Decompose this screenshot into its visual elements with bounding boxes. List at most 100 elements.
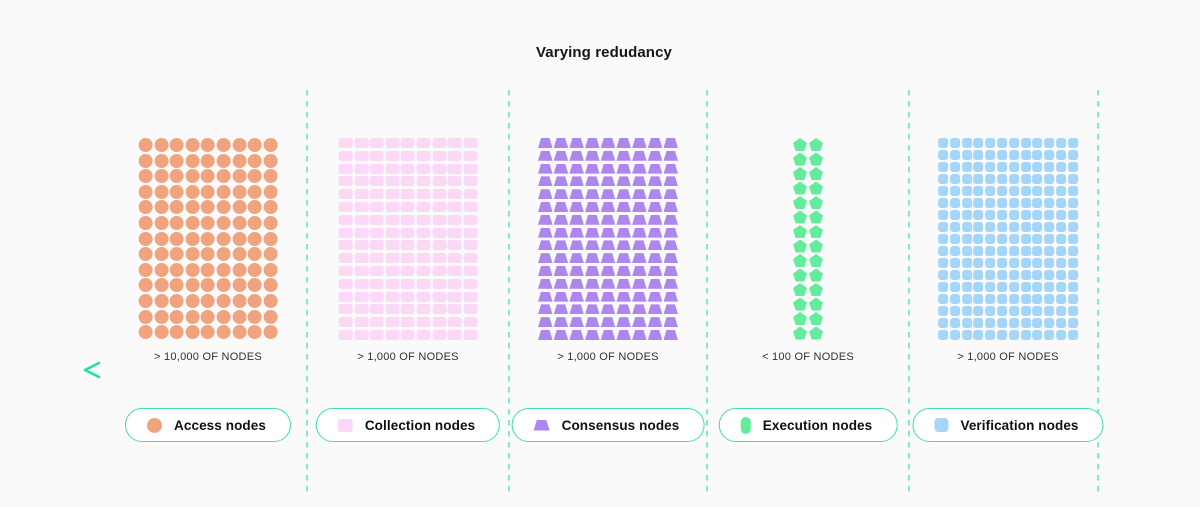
consensus-node [632, 304, 647, 315]
access-node [201, 293, 215, 308]
verification-node [938, 234, 949, 244]
access-node [247, 262, 262, 277]
node-grid [538, 138, 678, 340]
consensus-node [553, 163, 569, 174]
collection-node [385, 304, 400, 315]
verification-node [949, 234, 960, 244]
collection-node [338, 227, 353, 238]
consensus-node [647, 278, 663, 289]
collection-node [354, 291, 369, 302]
consensus-node [569, 329, 584, 340]
access-node [201, 215, 215, 230]
verification-node [961, 198, 972, 208]
consensus-node [585, 329, 600, 340]
consensus-node [663, 278, 678, 289]
access-node [263, 247, 278, 262]
verification-node [1056, 294, 1067, 304]
verification-node [1056, 318, 1067, 328]
consensus-node [600, 317, 616, 328]
verification-node [1008, 198, 1019, 208]
legend-pill: Consensus nodes [511, 408, 705, 442]
verification-node [1020, 150, 1031, 160]
consensus-node [632, 150, 647, 161]
access-node [247, 215, 262, 230]
collection-node [385, 278, 400, 289]
collection-node [463, 265, 478, 276]
verification-node [997, 138, 1008, 148]
access-node [138, 247, 153, 262]
access-node [216, 262, 231, 277]
consensus-node [663, 304, 678, 315]
execution-node [793, 181, 807, 195]
verification-node [997, 246, 1008, 256]
consensus-node [647, 201, 663, 212]
collection-node [432, 291, 447, 302]
verification-node [985, 306, 996, 316]
collection-node [463, 291, 478, 302]
collection-node [447, 227, 462, 238]
access-node [201, 200, 215, 215]
collection-node [354, 240, 369, 251]
execution-node [809, 312, 823, 325]
collection-node [447, 163, 462, 174]
consensus-node [569, 176, 584, 187]
verification-node [1020, 306, 1031, 316]
consensus-node [585, 138, 600, 148]
verification-node [1044, 222, 1055, 232]
consensus-node [600, 189, 616, 200]
verification-node [938, 306, 949, 316]
access-node [169, 231, 184, 246]
verification-node [1020, 234, 1031, 244]
verification-node [1067, 234, 1078, 244]
execution-node [793, 239, 807, 253]
access-node [185, 309, 200, 324]
execution-node [809, 326, 823, 340]
verification-node [973, 282, 984, 292]
collection-node [432, 189, 447, 200]
verification-node [1067, 258, 1078, 268]
verification-node [1067, 294, 1078, 304]
access-node [263, 153, 278, 168]
verification-node [1056, 234, 1067, 244]
consensus-node [553, 201, 569, 212]
execution-node [809, 181, 823, 195]
consensus-node [538, 291, 553, 302]
collection-node [416, 176, 431, 187]
collection-node [432, 214, 447, 225]
access-node [216, 293, 231, 308]
verification-node [1032, 162, 1043, 172]
verification-node [949, 318, 960, 328]
execution-node [793, 254, 807, 267]
access-node [169, 262, 184, 277]
consensus-node [538, 304, 553, 315]
verification-node [1056, 222, 1067, 232]
consensus-node [616, 150, 631, 161]
consensus-node [585, 240, 600, 251]
collection-node [416, 278, 431, 289]
access-node [138, 325, 153, 340]
consensus-node [632, 240, 647, 251]
verification-node [985, 282, 996, 292]
consensus-node [663, 189, 678, 200]
access-node [232, 169, 247, 184]
collection-node [338, 201, 353, 212]
redundancy-axis-arrow [83, 361, 1100, 379]
access-node [138, 309, 153, 324]
verification-node [1044, 246, 1055, 256]
verification-node [1032, 222, 1043, 232]
access-node [138, 293, 153, 308]
verification-node [1008, 330, 1019, 340]
collection-node [447, 150, 462, 161]
collection-node [416, 317, 431, 328]
verification-node [997, 234, 1008, 244]
access-node [263, 215, 278, 230]
verification-node [1056, 150, 1067, 160]
access-node [154, 278, 169, 293]
execution-node [809, 196, 823, 209]
verification-node [1056, 162, 1067, 172]
verification-node [1032, 282, 1043, 292]
consensus-node [663, 317, 678, 328]
consensus-node [538, 189, 553, 200]
access-node [169, 200, 184, 215]
collection-node [338, 329, 353, 340]
